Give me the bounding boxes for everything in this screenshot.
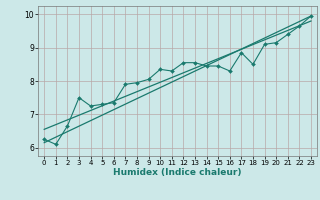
X-axis label: Humidex (Indice chaleur): Humidex (Indice chaleur) [113, 168, 242, 177]
